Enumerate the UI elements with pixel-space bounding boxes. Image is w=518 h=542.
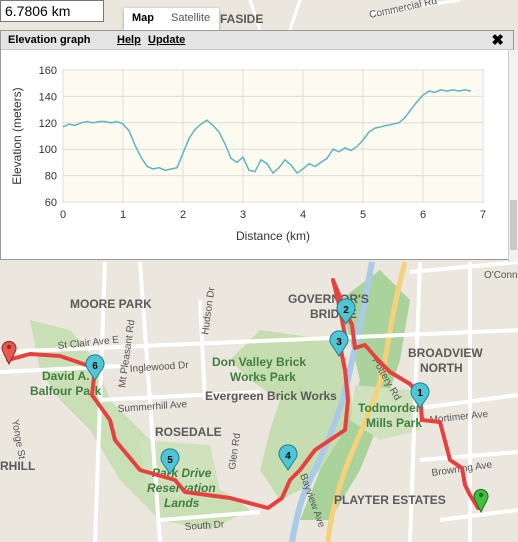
place-label-broadview-1: BROADVIEW xyxy=(408,346,483,360)
help-link[interactable]: Help xyxy=(117,34,141,46)
x-axis-label: Distance (km) xyxy=(236,229,310,243)
elevation-series-line xyxy=(62,89,472,175)
park-label-todmorden-2: Mills Park xyxy=(366,416,422,430)
park-area xyxy=(300,270,410,520)
place-label-hill: RHILL xyxy=(0,459,35,473)
route-line xyxy=(6,278,480,510)
place-label-rosedale: ROSEDALE xyxy=(155,425,222,439)
park-label-david-2: Balfour Park xyxy=(30,384,102,398)
park-label-don-valley-1: Don Valley Brick xyxy=(212,355,306,369)
river xyxy=(289,261,375,542)
y-tick-label: 120 xyxy=(39,118,57,130)
waypoint-label: 5 xyxy=(167,455,173,466)
street-label-oconnor: O'Connor xyxy=(484,270,518,281)
park-label-todmorden-1: Todmorden xyxy=(358,401,423,415)
place-label-playter: PLAYTER ESTATES xyxy=(334,493,446,507)
x-tick-label: 2 xyxy=(180,209,186,221)
x-tick-label: 4 xyxy=(300,209,306,221)
place-label-governors-bridge-1: GOVERNOR'S xyxy=(288,292,369,306)
y-axis-label: Elevation (meters) xyxy=(10,87,24,184)
x-tick-label: 5 xyxy=(360,209,366,221)
x-tick-label: 7 xyxy=(480,209,486,221)
waypoint-label: 4 xyxy=(285,451,291,462)
street-label-summerhill: Summerhill Ave xyxy=(117,399,187,415)
scrollbar[interactable] xyxy=(508,50,518,262)
x-tick-label: 3 xyxy=(240,209,246,221)
map-type-control: Map Satellite xyxy=(124,8,220,30)
highway xyxy=(325,261,408,542)
place-label-broadview-2: NORTH xyxy=(420,361,463,375)
waypoint-label: 2 xyxy=(343,305,349,316)
park-label-park-drive-3: Lands xyxy=(164,496,200,510)
park-area xyxy=(140,440,220,500)
place-label-fairside: FASIDE xyxy=(220,12,263,26)
park-area xyxy=(350,385,420,440)
x-tick-label: 6 xyxy=(420,209,426,221)
y-tick-label: 160 xyxy=(39,65,57,77)
waypoint-marker-4[interactable]: 4 xyxy=(278,444,298,471)
y-tick-label: 100 xyxy=(39,144,57,156)
waypoint-label: 1 xyxy=(417,388,423,399)
elevation-chart: 60 80 100 120 140 160 0 1 2 3 4 5 6 7 Distance (km) Ele… xyxy=(10,65,486,243)
close-icon[interactable]: ✖ xyxy=(491,32,504,49)
waypoint-marker-2[interactable]: 2 xyxy=(336,298,356,325)
waypoint-marker-6[interactable]: 6 xyxy=(85,354,105,381)
roads-top xyxy=(248,0,461,31)
park-label-don-valley-2: Works Park xyxy=(230,370,296,384)
elevation-panel-header: Elevation graph Help Update ✖ xyxy=(1,31,513,50)
end-marker[interactable] xyxy=(473,488,489,514)
street-label-south-dr: South Dr xyxy=(184,519,225,533)
y-tick-label: 80 xyxy=(45,171,57,183)
distance-readout: 6.7806 km xyxy=(0,0,104,22)
street-label-glen-rd: Glen Rd xyxy=(227,433,243,471)
park-label-david-1: David A. xyxy=(42,369,90,383)
elevation-panel: Elevation graph Help Update ✖ 60 80 100 120… xyxy=(0,30,514,260)
x-tick-label: 1 xyxy=(120,209,126,221)
waypoint-label: 3 xyxy=(336,337,342,348)
street-label-inglewood: Inglewood Dr xyxy=(129,360,189,375)
plot-area xyxy=(62,69,484,203)
map-type-map-button[interactable]: Map xyxy=(132,12,154,24)
start-marker[interactable] xyxy=(1,340,17,366)
place-label-moore-park: MOORE PARK xyxy=(70,297,152,311)
y-tick-label: 60 xyxy=(45,197,57,209)
waypoint-marker-5[interactable]: 5 xyxy=(160,448,180,475)
update-link[interactable]: Update xyxy=(148,34,186,46)
map-type-satellite-button[interactable]: Satellite xyxy=(171,12,211,24)
waypoint-marker-1[interactable]: 1 xyxy=(410,382,430,409)
waypoint-marker-3[interactable]: 3 xyxy=(329,330,349,357)
x-tick-label: 0 xyxy=(60,209,66,221)
y-tick-label: 140 xyxy=(39,91,57,103)
elevation-panel-title: Elevation graph xyxy=(8,34,91,46)
place-label-evergreen: Evergreen Brick Works xyxy=(205,389,337,403)
waypoint-label: 6 xyxy=(92,361,98,372)
scrollbar-thumb[interactable] xyxy=(510,200,517,250)
